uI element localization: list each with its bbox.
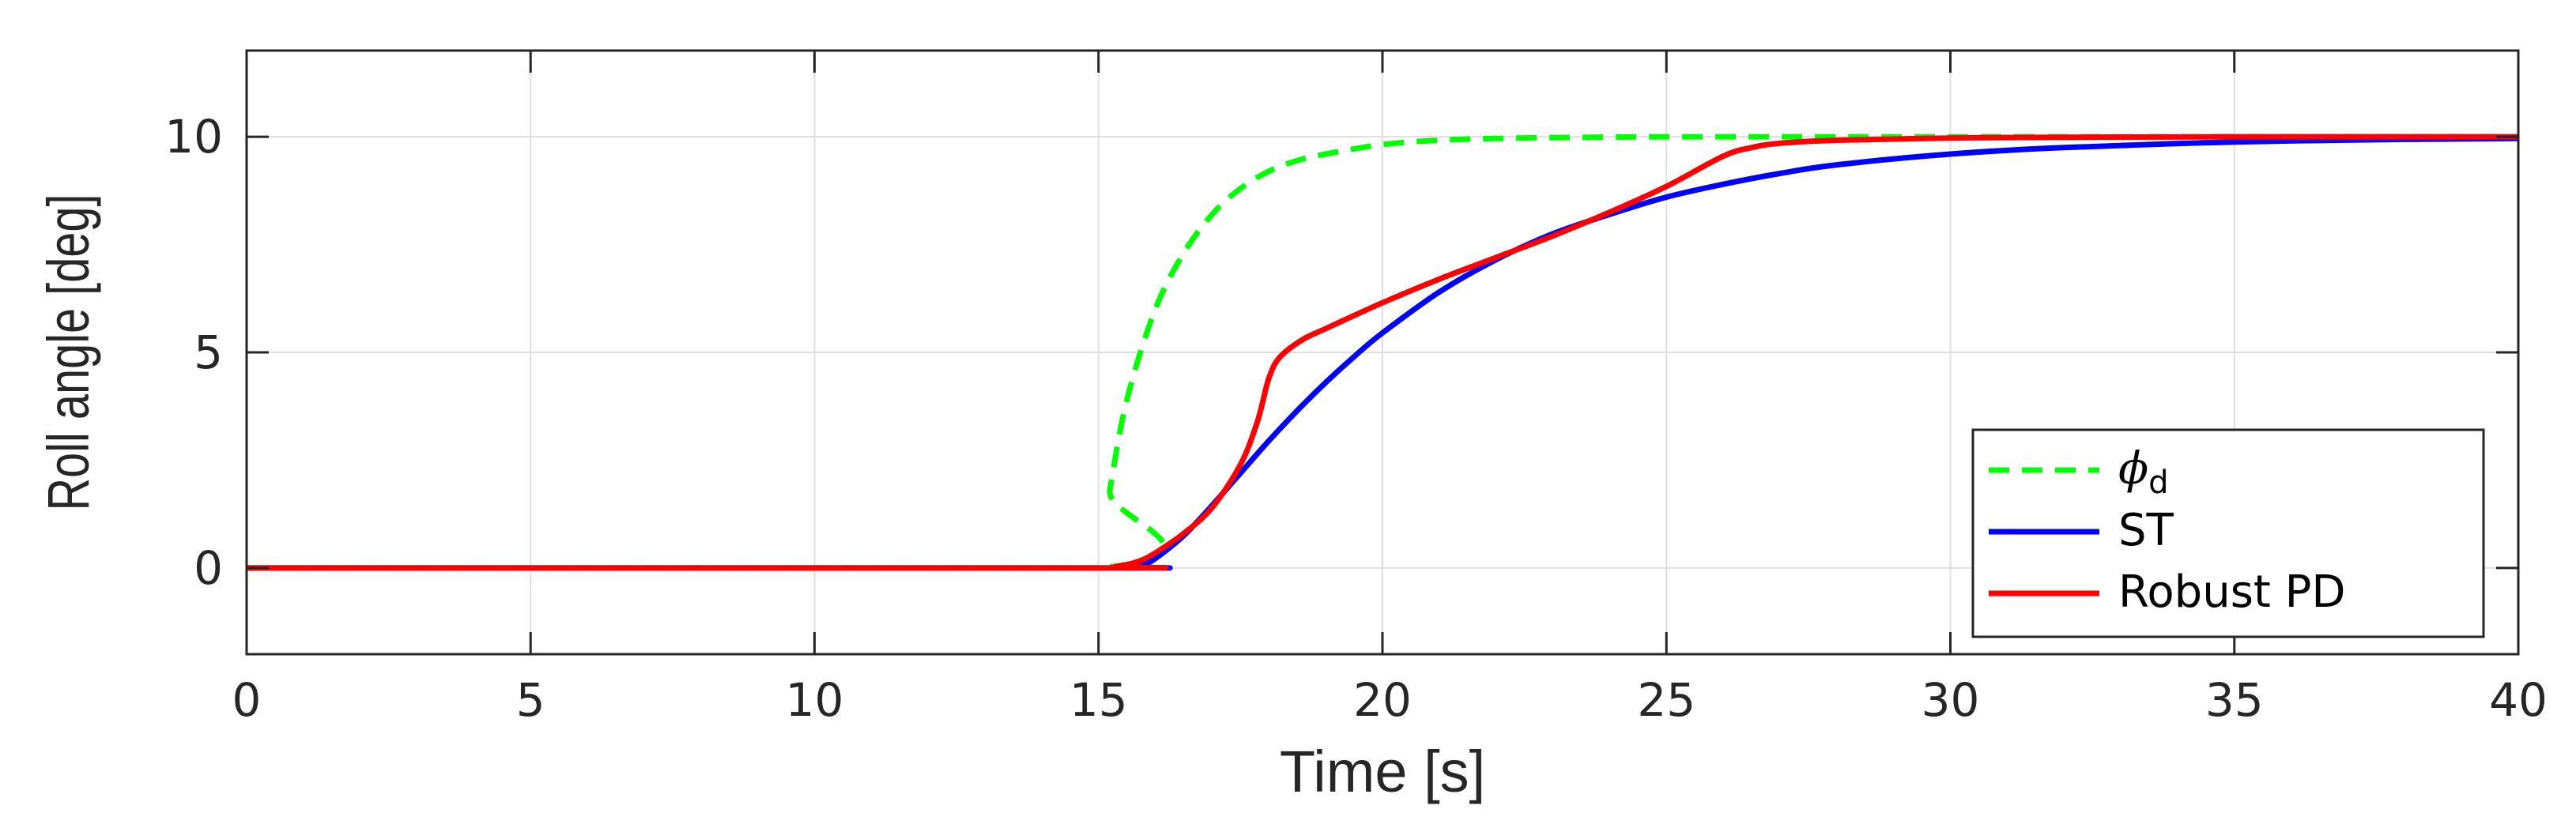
y-tick-label: 0: [194, 541, 223, 595]
x-tick-label: 5: [516, 673, 545, 727]
x-tick-label: 10: [786, 673, 844, 727]
y-axis-label: Roll angle [deg]: [36, 194, 102, 510]
x-axis-label: Time [s]: [1280, 739, 1485, 804]
x-tick-label: 35: [2205, 673, 2264, 727]
tick-labels: 0 5 10 15 20 25 30 35 40 0 5 10: [164, 110, 2548, 727]
series-line-2: [247, 134, 2518, 571]
ticks: [245, 51, 2520, 654]
y-tick-label: 5: [194, 326, 223, 379]
legend-label-1: ST: [2118, 505, 2174, 556]
series-line-0: [247, 134, 2518, 571]
x-tick-label: 30: [1922, 673, 1980, 727]
legend-label-0: ϕd: [2118, 443, 2169, 501]
x-tick-label: 0: [232, 673, 262, 727]
series-layer: [247, 134, 2519, 571]
legend-label-2: Robust PD: [2118, 566, 2346, 618]
x-tick-label: 25: [1637, 673, 1695, 727]
x-tick-label: 15: [1069, 673, 1128, 727]
x-tick-label: 20: [1353, 673, 1412, 727]
x-tick-label: 40: [2489, 673, 2548, 727]
y-tick-label: 10: [164, 110, 223, 164]
